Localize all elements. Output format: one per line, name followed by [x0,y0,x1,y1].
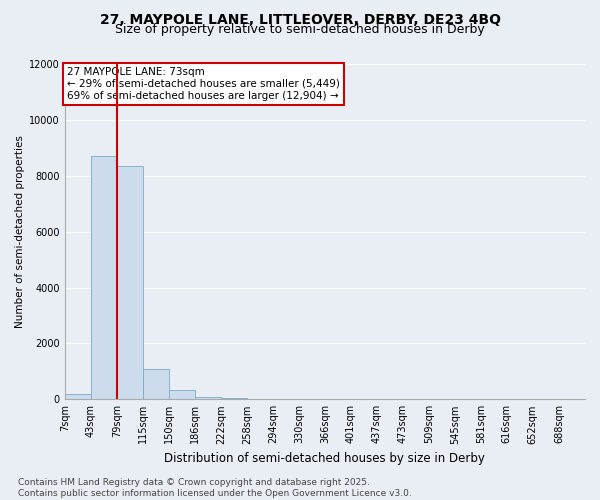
Y-axis label: Number of semi-detached properties: Number of semi-detached properties [15,135,25,328]
Bar [65,394,91,400]
Text: Contains HM Land Registry data © Crown copyright and database right 2025.
Contai: Contains HM Land Registry data © Crown c… [18,478,412,498]
Bar [143,368,169,400]
Text: 27, MAYPOLE LANE, LITTLEOVER, DERBY, DE23 4BQ: 27, MAYPOLE LANE, LITTLEOVER, DERBY, DE2… [100,12,500,26]
Bar [194,397,221,400]
Bar [169,390,194,400]
Bar [91,156,117,400]
Text: Size of property relative to semi-detached houses in Derby: Size of property relative to semi-detach… [115,22,485,36]
Bar [117,166,143,400]
Bar [221,398,247,400]
Text: 27 MAYPOLE LANE: 73sqm
← 29% of semi-detached houses are smaller (5,449)
69% of : 27 MAYPOLE LANE: 73sqm ← 29% of semi-det… [67,68,340,100]
X-axis label: Distribution of semi-detached houses by size in Derby: Distribution of semi-detached houses by … [164,452,485,465]
